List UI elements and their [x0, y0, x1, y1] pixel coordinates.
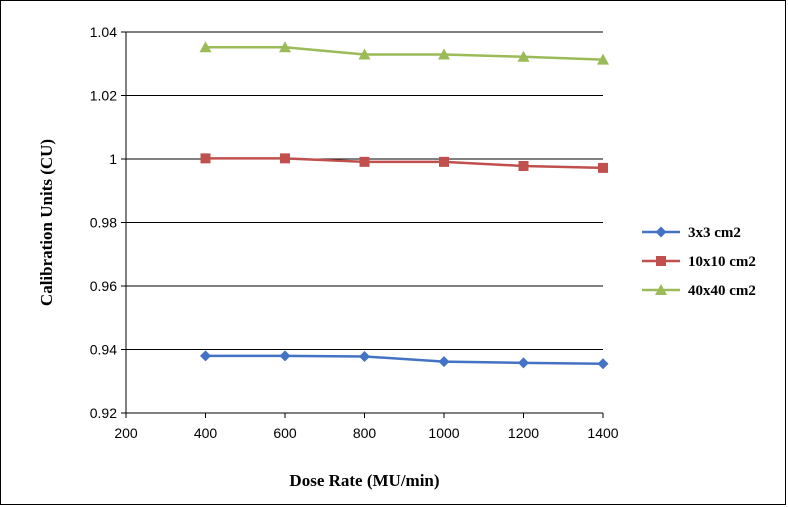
data-point: [597, 53, 609, 65]
data-point: [359, 156, 370, 167]
x-tick-label: 600: [273, 425, 297, 441]
data-point: [279, 350, 291, 362]
data-point: [280, 153, 290, 164]
y-tick-label: 0.96: [90, 278, 117, 294]
x-tick-label: 200: [114, 425, 138, 441]
legend-marker: [655, 226, 667, 238]
legend-label: 10x10 cm2: [688, 254, 756, 270]
data-point: [200, 350, 211, 362]
legend-marker: [655, 284, 667, 295]
data-point: [597, 358, 609, 370]
data-point: [438, 48, 450, 60]
y-tick-label: 1.02: [90, 88, 117, 104]
legend-label: 40x40 cm2: [688, 283, 756, 299]
y-tick-label: 1: [109, 151, 117, 167]
data-point: [518, 357, 529, 369]
y-axis-title: Calibration Units (CU): [37, 139, 56, 306]
x-tick-label: 1200: [508, 425, 539, 441]
y-tick-label: 1.04: [90, 24, 117, 40]
data-point: [359, 350, 370, 362]
data-point: [279, 41, 291, 53]
series-line: [205, 45, 604, 61]
series-line: [205, 354, 604, 366]
legend-marker: [656, 256, 666, 266]
x-tick-label: 400: [194, 425, 218, 441]
data-point: [598, 162, 608, 173]
data-point: [439, 156, 449, 167]
data-point: [517, 50, 530, 62]
x-tick-label: 800: [353, 425, 377, 441]
y-tick-label: 0.98: [90, 215, 117, 231]
y-tick-label: 0.94: [90, 342, 117, 358]
x-axis-title: Dose Rate (MU/min): [289, 471, 439, 490]
legend-label: 3x3 cm2: [688, 225, 741, 241]
data-point: [438, 356, 450, 368]
series-line: [205, 157, 604, 170]
data-point: [518, 160, 529, 171]
data-point: [358, 48, 371, 60]
x-tick-label: 1000: [428, 425, 459, 441]
data-point: [199, 41, 212, 53]
data-point: [200, 153, 211, 164]
y-tick-label: 0.92: [90, 405, 117, 421]
x-tick-label: 1400: [587, 425, 618, 441]
